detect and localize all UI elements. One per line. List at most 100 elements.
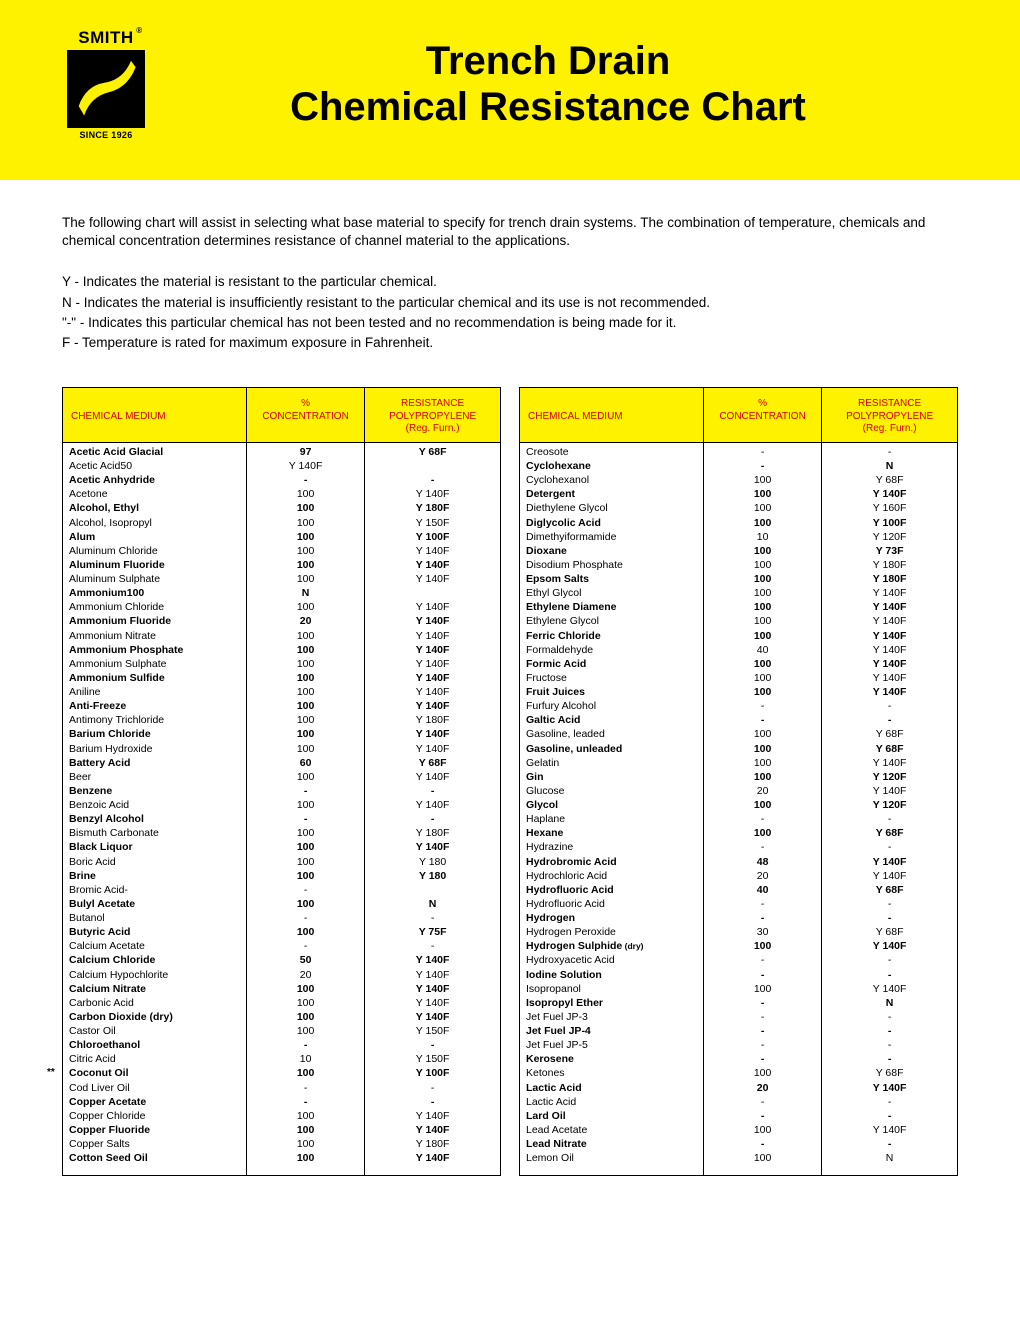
concentration-value: 100 (703, 474, 821, 488)
resistance-value: Y 140F (365, 954, 501, 968)
table-row: Ammonium Chloride100Y 140F (63, 601, 501, 615)
resistance-value: Y 140F (365, 573, 501, 587)
chemical-name: Calcium Chloride (63, 954, 247, 968)
resistance-value: Y 140F (822, 1081, 958, 1095)
table-row: Creosote-- (520, 442, 958, 459)
resistance-value: Y 140F (365, 643, 501, 657)
chemical-name: Cyclohexanol (520, 474, 704, 488)
concentration-value: 100 (703, 982, 821, 996)
chemical-name: Alcohol, Ethyl (63, 502, 247, 516)
chemical-name: Copper Salts (63, 1138, 247, 1152)
table-row: Isopropyl Ether-N (520, 996, 958, 1010)
resistance-value: Y 140F (365, 982, 501, 996)
chemical-name: Aluminum Fluoride (63, 558, 247, 572)
resistance-value: Y 140F (822, 1123, 958, 1137)
chemical-name: Hexane (520, 827, 704, 841)
concentration-value: 50 (246, 954, 364, 968)
chemical-name: Formaldehyde (520, 643, 704, 657)
chemical-name: Fruit Juices (520, 686, 704, 700)
chemical-name: Galtic Acid (520, 714, 704, 728)
concentration-value: - (246, 1095, 364, 1109)
chemical-name: Ferric Chloride (520, 629, 704, 643)
concentration-value: 100 (246, 657, 364, 671)
resistance-value (365, 883, 501, 897)
resistance-value: Y 140F (365, 601, 501, 615)
concentration-value: 100 (246, 897, 364, 911)
resistance-value: Y 140F (822, 657, 958, 671)
col-concentration: %CONCENTRATION (703, 388, 821, 443)
concentration-value: 100 (703, 488, 821, 502)
resistance-value: Y 150F (365, 1025, 501, 1039)
concentration-value: - (703, 841, 821, 855)
table-row: Castor Oil100Y 150F (63, 1025, 501, 1039)
logo: SMITH® SINCE 1926 (62, 28, 150, 140)
chemical-name: Detergent (520, 488, 704, 502)
concentration-value: - (703, 442, 821, 459)
concentration-value: - (703, 700, 821, 714)
table-row: Lead Nitrate-- (520, 1138, 958, 1152)
table-row: Beer100Y 140F (63, 770, 501, 784)
table-row: Boric Acid100Y 180 (63, 855, 501, 869)
table-row: Bulyl Acetate100N (63, 897, 501, 911)
chemical-name: Gasoline, leaded (520, 728, 704, 742)
chemical-name: Hydrofluoric Acid (520, 883, 704, 897)
chemical-name: Hydrogen (520, 912, 704, 926)
resistance-value: - (365, 912, 501, 926)
resistance-value: Y 140F (822, 756, 958, 770)
table-row: Copper Chloride100Y 140F (63, 1109, 501, 1123)
concentration-value: 100 (246, 502, 364, 516)
resistance-value: Y 180 (365, 855, 501, 869)
resistance-value: - (365, 784, 501, 798)
chemical-name: Haplane (520, 813, 704, 827)
chemical-name: Ammonium Sulphate (63, 657, 247, 671)
resistance-value: - (822, 813, 958, 827)
chemical-name: Hydrochloric Acid (520, 869, 704, 883)
concentration-value: 100 (246, 982, 364, 996)
table-row: Ethylene Glycol100Y 140F (520, 615, 958, 629)
table-row: Formaldehyde40Y 140F (520, 643, 958, 657)
concentration-value: 100 (246, 573, 364, 587)
table-row: Copper Salts100Y 180F (63, 1138, 501, 1152)
resistance-value: Y 100F (365, 530, 501, 544)
chemical-name: Hydrogen Sulphide (dry) (520, 940, 704, 954)
col-resistance: RESISTANCEPOLYPROPYLENE(Reg. Furn.) (822, 388, 958, 443)
resistance-value: Y 68F (822, 742, 958, 756)
table-row: Isopropanol100Y 140F (520, 982, 958, 996)
chemical-name: Gelatin (520, 756, 704, 770)
concentration-value: 100 (246, 700, 364, 714)
chemical-name: Bromic Acid- (63, 883, 247, 897)
resistance-value: Y 68F (822, 926, 958, 940)
table-row: Battery Acid60Y 68F (63, 756, 501, 770)
concentration-value: 100 (703, 657, 821, 671)
chemical-name: Lead Acetate (520, 1123, 704, 1137)
concentration-value: - (703, 813, 821, 827)
chemical-name: Carbon Dioxide (dry) (63, 1010, 247, 1024)
chemical-table-right: CHEMICAL MEDIUM %CONCENTRATION RESISTANC… (519, 387, 958, 1176)
concentration-value: Y 140F (246, 460, 364, 474)
col-concentration: %CONCENTRATION (246, 388, 364, 443)
resistance-value: - (365, 1081, 501, 1095)
resistance-value: Y 180F (822, 558, 958, 572)
chemical-name: Hydroxyacetic Acid (520, 954, 704, 968)
chemical-name: Glucose (520, 784, 704, 798)
concentration-value: - (703, 954, 821, 968)
resistance-value: Y 180F (365, 502, 501, 516)
table-row: Aluminum Sulphate100Y 140F (63, 573, 501, 587)
col-resistance: RESISTANCEPOLYPROPYLENE(Reg. Furn.) (365, 388, 501, 443)
chemical-name: Beer (63, 770, 247, 784)
resistance-value: Y 75F (365, 926, 501, 940)
logo-since: SINCE 1926 (79, 130, 132, 140)
table-row: Detergent100Y 140F (520, 488, 958, 502)
table-row: Jet Fuel JP-3-- (520, 1010, 958, 1024)
chemical-name: Disodium Phosphate (520, 558, 704, 572)
resistance-value: Y 140F (365, 841, 501, 855)
chemical-name: Carbonic Acid (63, 996, 247, 1010)
chemical-name: Fructose (520, 671, 704, 685)
chemical-name: Cotton Seed Oil (63, 1152, 247, 1176)
concentration-value: - (246, 784, 364, 798)
table-row: Gin100Y 120F (520, 770, 958, 784)
resistance-value: Y 140F (822, 615, 958, 629)
chemical-name: Battery Acid (63, 756, 247, 770)
resistance-value: Y 68F (365, 442, 501, 459)
table-row: Antimony Trichloride100Y 180F (63, 714, 501, 728)
